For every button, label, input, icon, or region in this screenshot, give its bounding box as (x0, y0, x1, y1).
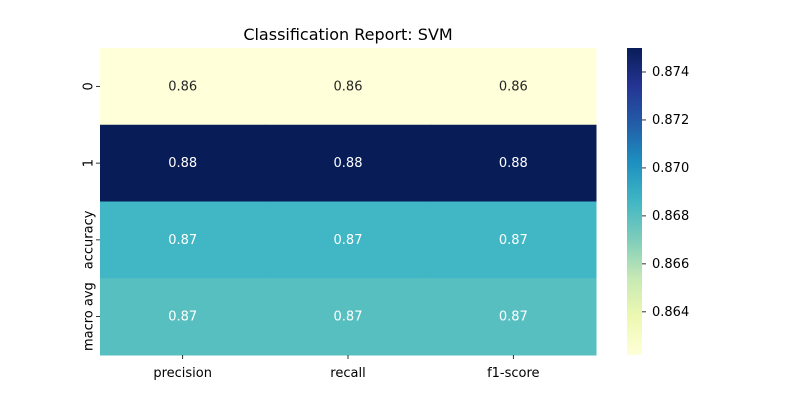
cell-annotation: 0.86 (499, 79, 528, 94)
y-tick-label: macro avg (82, 282, 97, 351)
cell-annotation: 0.86 (168, 79, 197, 94)
cell-annotation: 0.88 (334, 156, 363, 171)
heatmap-cell (430, 278, 597, 356)
heatmap-cell (100, 278, 266, 356)
cell-annotation: 0.87 (334, 310, 363, 325)
y-tick-label: accuracy (82, 210, 97, 269)
heatmap-cell (430, 48, 597, 126)
cell-annotations: 0.86 0.86 0.86 0.88 0.88 0.88 0.87 0.87 0.87 0.87… (168, 79, 528, 324)
heatmap-cell (265, 48, 432, 126)
heatmap-cell (430, 201, 597, 279)
colorbar-tick-label: 0.870 (652, 161, 689, 176)
cell-annotation: 0.87 (168, 310, 197, 325)
colorbar (627, 48, 642, 355)
y-tick-label: 1 (82, 159, 97, 167)
cell-annotation: 0.88 (499, 156, 528, 171)
colorbar-tick-label: 0.864 (652, 305, 689, 320)
heatmap-cell (100, 48, 266, 126)
heatmap-cell (265, 201, 432, 279)
heatmap-cell (265, 124, 432, 202)
heatmap-cell (430, 124, 597, 202)
x-tick-label: precision (153, 366, 212, 381)
cell-annotation: 0.87 (499, 310, 528, 325)
x-axis-ticks: precision recall f1-score (153, 355, 540, 381)
colorbar-tick-label: 0.866 (652, 257, 689, 272)
colorbar-ticks: 0.864 0.866 0.868 0.870 0.872 0.874 (642, 65, 689, 320)
y-tick-label: 0 (82, 82, 97, 90)
chart-title: Classification Report: SVM (243, 25, 452, 44)
heatmap-cell (100, 124, 266, 202)
x-tick-label: recall (330, 366, 365, 381)
y-axis-ticks: 0 1 accuracy macro avg (82, 82, 100, 351)
colorbar-tick-label: 0.868 (652, 209, 689, 224)
cell-annotation: 0.87 (168, 233, 197, 248)
heatmap-cell (265, 278, 432, 356)
heatmap-cell (100, 201, 266, 279)
colorbar-tick-label: 0.874 (652, 65, 689, 80)
colorbar-tick-label: 0.872 (652, 113, 689, 128)
heatmap-cells (100, 48, 597, 356)
cell-annotation: 0.87 (334, 233, 363, 248)
cell-annotation: 0.88 (168, 156, 197, 171)
cell-annotation: 0.87 (499, 233, 528, 248)
x-tick-label: f1-score (487, 366, 539, 381)
cell-annotation: 0.86 (334, 79, 363, 94)
